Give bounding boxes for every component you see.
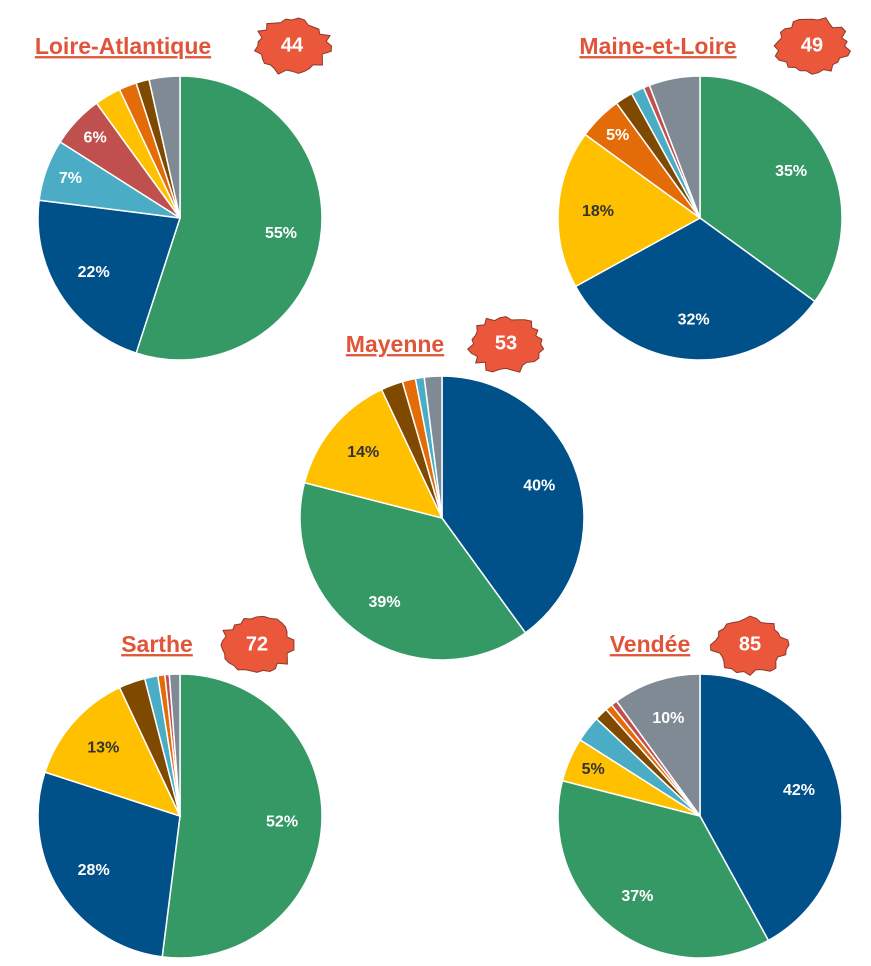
department-shape [466,316,545,373]
slice-label: 35% [775,163,807,180]
pie-slice [37,199,181,354]
pie-slice [423,375,443,519]
department-shape [253,17,333,75]
pie-slice [441,375,585,634]
department-shape [220,615,295,673]
slice-label: 37% [621,888,653,905]
slice-label: 14% [347,444,379,461]
department-code: 85 [739,633,761,655]
slice-label: 39% [369,594,401,611]
department-code: 72 [246,633,268,655]
pie-slice [135,75,323,361]
pie-slice [648,75,701,219]
pie-slice [557,133,702,288]
slice-label: 55% [265,225,297,242]
slice-label: 32% [678,311,710,328]
slice-label: 5% [582,761,605,778]
pie-slice [168,673,181,817]
pie-slice [148,75,181,219]
department-shape [709,615,790,677]
slice-label: 40% [523,478,555,495]
pie-slice [303,388,444,520]
slice-label: 18% [582,203,614,220]
chart-title: Sarthe [121,631,193,657]
pie-slice [699,673,843,942]
pie-slice [574,217,816,361]
pie-slice [615,673,701,819]
department-shape [773,17,852,75]
chart-title: Loire-Atlantique [35,33,211,59]
slice-label: 28% [78,862,110,879]
slice-label: 13% [87,740,119,757]
pie-slice [699,75,843,303]
pie-slice [37,771,181,958]
slice-label: 42% [783,782,815,799]
pie-slice [299,481,527,661]
pie-slice [161,673,323,959]
department-code: 49 [801,34,823,56]
slice-label: 10% [652,710,684,727]
chart-title: Vendée [610,631,691,657]
chart-title: Maine-et-Loire [579,33,736,59]
department-code: 44 [281,34,304,56]
slice-label: 52% [266,814,298,831]
department-code: 53 [495,332,517,354]
slice-label: 7% [59,170,82,187]
pie-slice [557,779,770,959]
slice-label: 22% [78,264,110,281]
slice-label: 6% [84,130,107,147]
slice-label: 5% [606,127,629,144]
chart-title: Mayenne [346,331,444,357]
pie-slice [44,686,182,818]
